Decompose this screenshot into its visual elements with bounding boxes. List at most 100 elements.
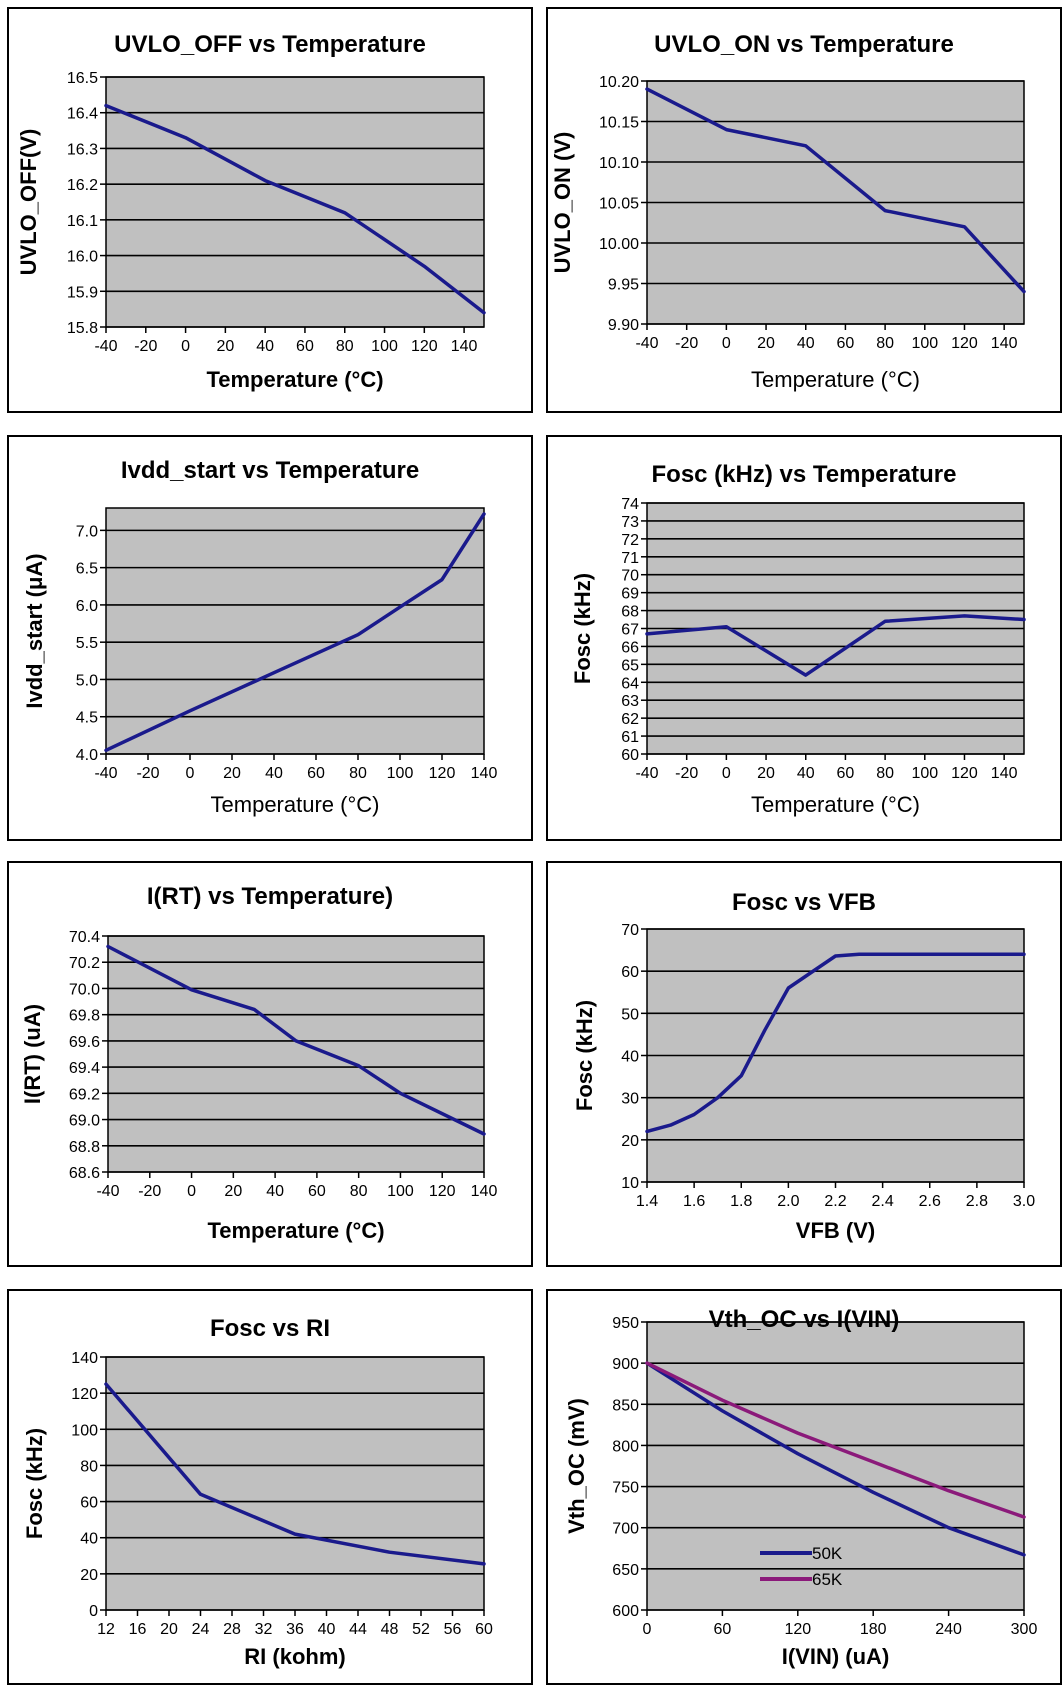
- x-tick-label: 36: [286, 1621, 304, 1638]
- y-tick-label: 61: [621, 729, 639, 746]
- x-tick-label: 140: [471, 765, 498, 782]
- x-tick-label: -20: [136, 765, 159, 782]
- x-tick-label: 2.4: [872, 1193, 894, 1210]
- y-tick-label: 71: [621, 550, 639, 567]
- x-tick-label: 140: [991, 765, 1018, 782]
- x-tick-label: -20: [675, 765, 698, 782]
- x-tick-label: 0: [181, 338, 190, 355]
- x-tick-label: 240: [935, 1621, 962, 1638]
- x-tick-label: 40: [265, 765, 283, 782]
- x-tick-label: -20: [138, 1183, 161, 1200]
- y-tick-label: 40: [80, 1531, 98, 1548]
- x-tick-label: 60: [308, 1183, 326, 1200]
- y-tick-label: 20: [80, 1567, 98, 1584]
- x-tick-label: 44: [349, 1621, 367, 1638]
- y-tick-label: 6.0: [76, 598, 98, 615]
- x-tick-label: 0: [186, 765, 195, 782]
- x-tick-label: 120: [429, 1183, 456, 1200]
- x-tick-label: 120: [784, 1621, 811, 1638]
- x-tick-label: 60: [307, 765, 325, 782]
- y-tick-label: 4.5: [76, 710, 98, 727]
- x-tick-label: 0: [722, 335, 731, 352]
- x-tick-label: 2.6: [919, 1193, 941, 1210]
- y-tick-label: 70.4: [69, 929, 100, 946]
- y-tick-label: 69: [621, 586, 639, 603]
- series-line-50k: [645, 1361, 1026, 1557]
- y-tick-label: 16.3: [67, 141, 98, 158]
- y-tick-label: 69.6: [69, 1034, 100, 1051]
- chart-title: Fosc (kHz) vs Temperature: [652, 461, 957, 488]
- y-tick-label: 15.9: [67, 284, 98, 301]
- y-tick-label: 9.90: [608, 317, 639, 334]
- x-axis-label: I(VIN) (uA): [782, 1644, 890, 1669]
- y-tick-label: 7.0: [76, 523, 98, 540]
- x-tick-label: 32: [255, 1621, 273, 1638]
- x-tick-label: 1.6: [683, 1193, 705, 1210]
- chart-panel-3: 4.0 4.5 5.0 5.5 6.0 6.5 7.0 -40 -20 0 20 40 60 80 100 1…: [7, 435, 533, 841]
- x-tick-label: 60: [837, 765, 855, 782]
- x-tick-label: 80: [336, 338, 354, 355]
- chart-panel-5: 68.6 68.8 69.0 69.2 69.4 69.6 69.8 70.0 70.2 70.4…: [7, 861, 533, 1267]
- x-tick-label: 20: [224, 1183, 242, 1200]
- y-tick-label: 40: [621, 1049, 639, 1066]
- series-line-65k: [645, 1361, 1026, 1519]
- y-tick-label: 750: [612, 1480, 639, 1497]
- x-tick-label: 100: [387, 1183, 414, 1200]
- y-tick-label: 62: [621, 711, 639, 728]
- y-tick-label: 60: [80, 1495, 98, 1512]
- y-tick-label: 10.00: [599, 236, 639, 253]
- x-tick-label: 20: [223, 765, 241, 782]
- y-axis-label: I(RT) (uA): [20, 1004, 45, 1104]
- y-tick-label: 10: [621, 1175, 639, 1192]
- y-tick-label: 16.4: [67, 106, 98, 123]
- legend-label: 65K: [812, 1570, 843, 1589]
- y-tick-label: 73: [621, 514, 639, 531]
- x-tick-label: 60: [475, 1621, 493, 1638]
- y-tick-label: 63: [621, 693, 639, 710]
- y-tick-label: 68.8: [69, 1139, 100, 1156]
- y-tick-label: 4.0: [76, 747, 98, 764]
- x-tick-label: 100: [387, 765, 414, 782]
- y-axis-label: UVLO_ON (V): [550, 132, 575, 274]
- y-tick-label: 10.10: [599, 155, 639, 172]
- x-tick-label: 2.2: [824, 1193, 846, 1210]
- x-tick-label: 40: [797, 765, 815, 782]
- x-tick-label: 2.0: [777, 1193, 799, 1210]
- x-tick-label: 60: [837, 335, 855, 352]
- y-tick-label: 20: [621, 1133, 639, 1150]
- series-line: [104, 103, 486, 315]
- x-axis-label: Temperature (°C): [207, 1218, 384, 1243]
- y-tick-label: 70: [621, 922, 639, 939]
- x-axis-label: Temperature (°C): [211, 792, 380, 817]
- x-tick-label: 3.0: [1013, 1193, 1035, 1210]
- x-tick-label: 12: [97, 1621, 115, 1638]
- x-tick-label: -20: [675, 335, 698, 352]
- y-tick-label: 70.0: [69, 981, 100, 998]
- y-axis-label: Ivdd_start (μA): [22, 553, 47, 708]
- y-tick-label: 68: [621, 604, 639, 621]
- x-axis-label: Temperature (°C): [751, 792, 920, 817]
- plot-area: [105, 76, 485, 328]
- plot-area: [107, 935, 485, 1173]
- y-tick-label: 64: [621, 675, 639, 692]
- legend-label: 50K: [812, 1544, 843, 1563]
- y-tick-label: 120: [71, 1386, 98, 1403]
- y-tick-label: 100: [71, 1422, 98, 1439]
- chart-title: I(RT) vs Temperature): [147, 883, 393, 910]
- x-tick-label: 0: [643, 1621, 652, 1638]
- x-tick-label: 80: [876, 335, 894, 352]
- y-tick-label: 9.95: [608, 277, 639, 294]
- x-tick-label: -40: [94, 765, 117, 782]
- y-axis-label: Fosc (kHz): [570, 573, 595, 684]
- y-tick-label: 900: [612, 1356, 639, 1373]
- x-tick-label: 2.8: [966, 1193, 988, 1210]
- y-tick-label: 67: [621, 622, 639, 639]
- y-tick-label: 69.4: [69, 1060, 100, 1077]
- x-axis-label: Temperature (°C): [206, 367, 383, 392]
- y-tick-label: 70: [621, 568, 639, 585]
- y-tick-label: 650: [612, 1562, 639, 1579]
- x-tick-label: 140: [471, 1183, 498, 1200]
- x-tick-label: 120: [429, 765, 456, 782]
